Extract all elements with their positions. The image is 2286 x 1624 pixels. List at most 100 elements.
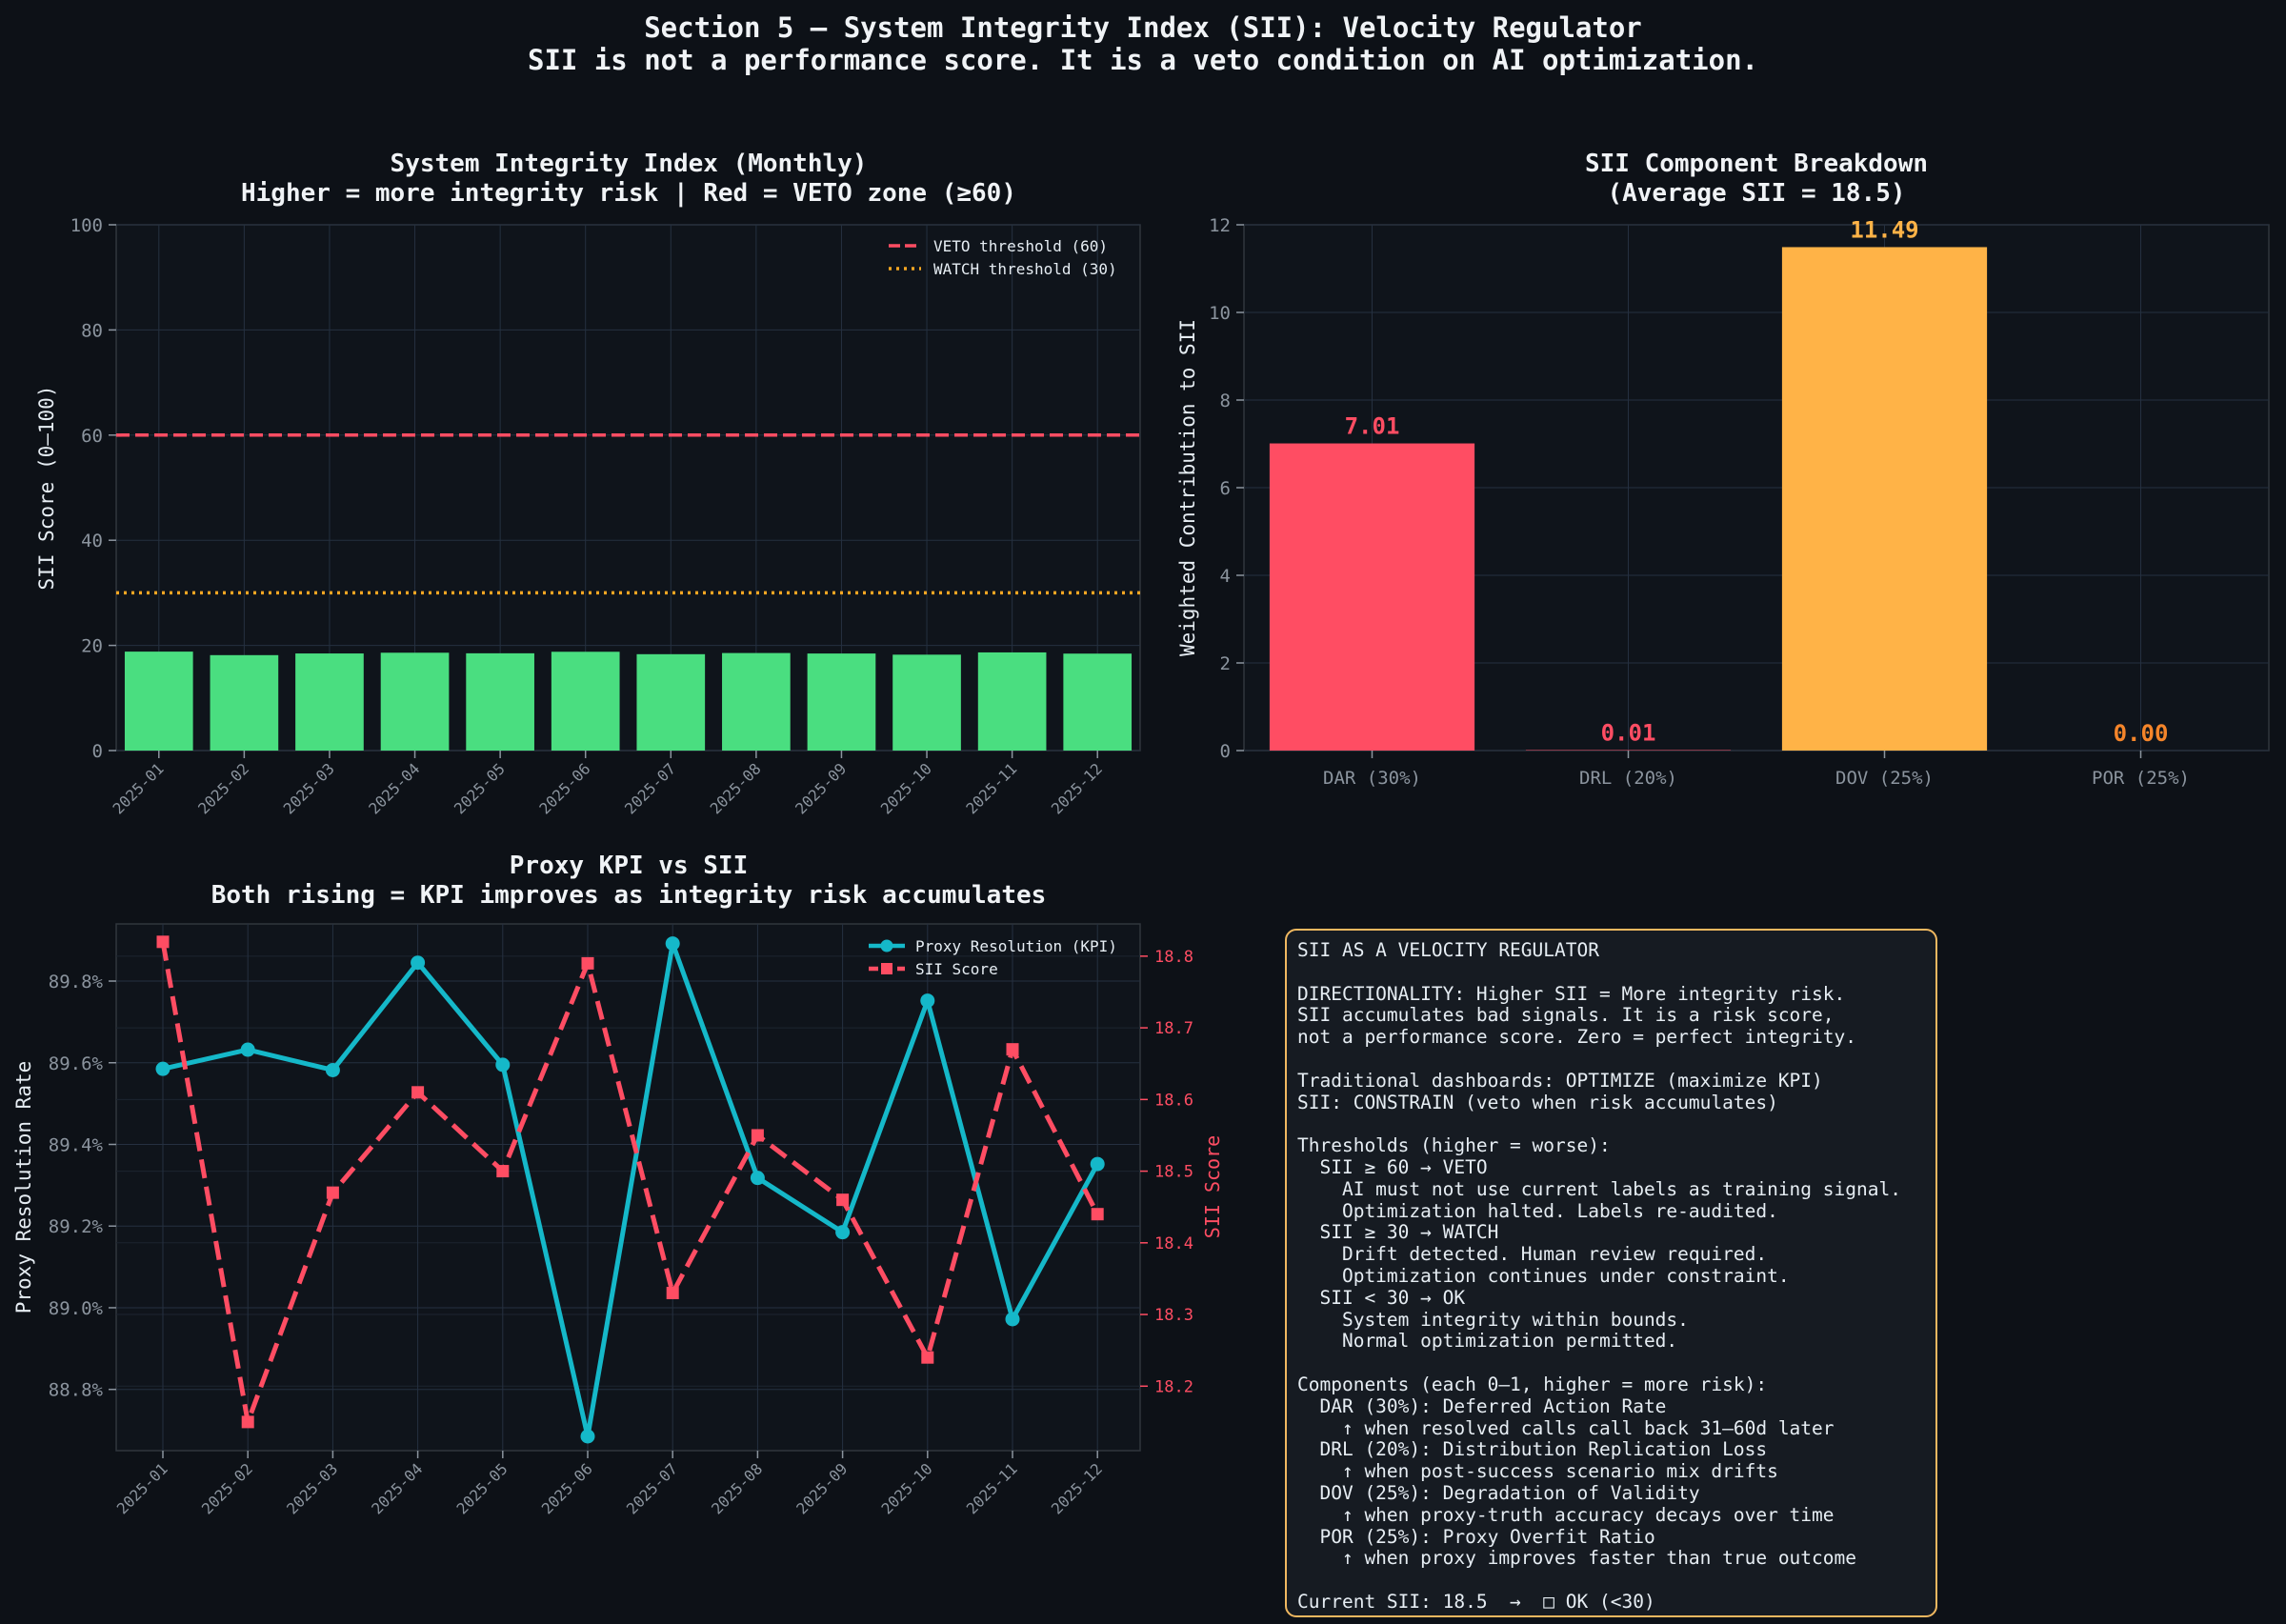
component-bar — [1781, 247, 1988, 752]
proxy-ytick-label: 89.2% — [49, 1216, 104, 1237]
sii-point — [921, 1351, 934, 1364]
sii-point — [326, 1186, 339, 1199]
proxy-ytick-right-label: 18.7 — [1154, 1019, 1193, 1038]
sii-monthly-bar — [380, 652, 450, 751]
kpi-point — [580, 1429, 595, 1444]
sii-monthly-bar — [551, 652, 620, 751]
sii-monthly-ytick-label: 80 — [81, 320, 103, 341]
kpi-point — [495, 1057, 511, 1073]
kpi-point — [665, 936, 680, 952]
proxy-xtick-label: 2025-06 — [538, 1459, 596, 1517]
sii-monthly-bar — [210, 654, 279, 751]
sii-monthly-xtick-label: 2025-08 — [707, 759, 765, 817]
sii-monthly-bar — [124, 652, 193, 751]
sii-monthly-xtick-label: 2025-03 — [280, 759, 338, 817]
component-ytick-label: 0 — [1220, 741, 1231, 762]
sii-monthly-bar — [892, 654, 961, 751]
proxy-ytick-right-label: 18.4 — [1154, 1234, 1193, 1253]
component-xtick-label: DRL (20%) — [1579, 768, 1677, 789]
kpi-point — [1005, 1312, 1020, 1327]
component-xtick-label: DAR (30%) — [1323, 768, 1421, 789]
sii-point — [156, 935, 170, 949]
info-panel-line: SII: CONSTRAIN (veto when risk accumulat… — [1297, 1091, 1778, 1113]
proxy-xtick-label: 2025-09 — [792, 1459, 851, 1517]
legend-label: SII Score — [915, 960, 998, 978]
info-panel-line: DRL (20%): Distribution Replication Loss — [1297, 1438, 1768, 1461]
component-ytick-label: 2 — [1220, 653, 1231, 674]
sii-monthly-xtick-label: 2025-11 — [962, 759, 1020, 817]
kpi-line — [162, 941, 1100, 1439]
sii-monthly-bar — [977, 652, 1047, 751]
sii-monthly-bar — [1063, 653, 1133, 751]
info-panel-line: Thresholds (higher = worse): — [1297, 1134, 1611, 1157]
sii-line — [160, 941, 1100, 1425]
info-panel-line: ↑ when resolved calls call back 31–60d l… — [1297, 1416, 1835, 1439]
proxy-vs-sii-title: Proxy KPI vs SII — [510, 852, 748, 880]
info-panel-line: DIRECTIONALITY: Higher SII = More integr… — [1297, 982, 1846, 1005]
info-panel-line: Components (each 0–1, higher = more risk… — [1297, 1373, 1768, 1395]
sii-monthly-plot-area — [115, 224, 1141, 752]
kpi-point — [1090, 1156, 1105, 1172]
info-panel-line: Optimization continues under constraint. — [1297, 1264, 1790, 1287]
proxy-ytick-right-label: 18.2 — [1154, 1377, 1193, 1396]
kpi-point — [240, 1042, 255, 1057]
proxy-xtick-label: 2025-01 — [113, 1459, 171, 1517]
kpi-point — [411, 955, 426, 971]
proxy-xtick-label: 2025-05 — [453, 1459, 511, 1517]
legend-label: VETO threshold (60) — [933, 237, 1108, 255]
proxy-ylabel: Proxy Resolution Rate — [12, 1061, 35, 1314]
sii-point — [411, 1086, 425, 1099]
sii-monthly-ytick-label: 20 — [81, 636, 103, 657]
info-panel: SII AS A VELOCITY REGULATOR DIRECTIONALIT… — [1285, 929, 1937, 1617]
legend-label: WATCH threshold (30) — [933, 260, 1117, 278]
proxy-xtick-label: 2025-08 — [708, 1459, 766, 1517]
proxy-ytick-right-label: 18.8 — [1154, 948, 1193, 967]
info-panel-line: Normal optimization permitted. — [1297, 1330, 1678, 1353]
component-xtick-label: POR (25%) — [2092, 768, 2190, 789]
proxy-xtick-label: 2025-12 — [1048, 1459, 1106, 1517]
component-ytick-label: 4 — [1220, 566, 1231, 587]
info-panel-line: ↑ when proxy improves faster than true o… — [1297, 1547, 1856, 1570]
proxy-ytick-label: 88.8% — [49, 1380, 104, 1401]
proxy-ytick-right-label: 18.6 — [1154, 1091, 1193, 1110]
sii-point — [751, 1129, 764, 1142]
proxy-vs-sii-subtitle: Both rising = KPI improves as integrity … — [211, 881, 1047, 910]
legend-marker — [881, 963, 892, 974]
info-panel-line: SII ≥ 30 → WATCH — [1297, 1221, 1499, 1244]
proxy-ylabel-right: SII Score — [1201, 1135, 1224, 1238]
info-panel-line — [1297, 1049, 1925, 1071]
info-panel-line: SII accumulates bad signals. It is a ris… — [1297, 1004, 1835, 1027]
component-value-label: 7.01 — [1345, 413, 1400, 440]
sii-point — [496, 1165, 510, 1178]
info-panel-line: ↑ when post-success scenario mix drifts — [1297, 1460, 1778, 1483]
sii-monthly-xtick-label: 2025-02 — [194, 759, 252, 817]
kpi-point — [750, 1171, 765, 1186]
kpi-point — [155, 1061, 170, 1076]
info-panel-line: Drift detected. Human review required. — [1297, 1243, 1768, 1266]
sii-monthly-xtick-label: 2025-07 — [621, 759, 679, 817]
component-value-label: 11.49 — [1850, 216, 1918, 243]
legend-marker — [880, 939, 893, 952]
info-panel-line: Traditional dashboards: OPTIMIZE (maximi… — [1297, 1069, 1823, 1092]
component-breakdown-subtitle: (Average SII = 18.5) — [1607, 179, 1905, 208]
info-panel-line: SII AS A VELOCITY REGULATOR — [1297, 939, 1599, 961]
sii-point — [836, 1193, 850, 1207]
component-breakdown-title: SII Component Breakdown — [1585, 150, 1928, 178]
proxy-xtick-label: 2025-11 — [963, 1459, 1021, 1517]
sii-monthly-bar — [466, 652, 534, 751]
info-panel-line — [1297, 1570, 1925, 1592]
info-panel-line — [1297, 1353, 1925, 1374]
sii-point — [241, 1415, 254, 1429]
sii-monthly-ytick-label: 0 — [92, 741, 103, 762]
sii-monthly-ytick-label: 60 — [81, 426, 103, 447]
component-value-label: 0.01 — [1601, 720, 1656, 747]
info-panel-line: ↑ when proxy-truth accuracy decays over … — [1297, 1503, 1835, 1526]
info-panel-line — [1297, 1113, 1925, 1135]
proxy-xtick-label: 2025-03 — [283, 1459, 341, 1517]
component-bar — [1269, 443, 1475, 751]
kpi-point — [325, 1062, 340, 1077]
proxy-ytick-label: 89.8% — [49, 972, 104, 992]
sii-monthly-xtick-label: 2025-04 — [365, 759, 423, 817]
proxy-ytick-right-label: 18.5 — [1154, 1163, 1193, 1182]
